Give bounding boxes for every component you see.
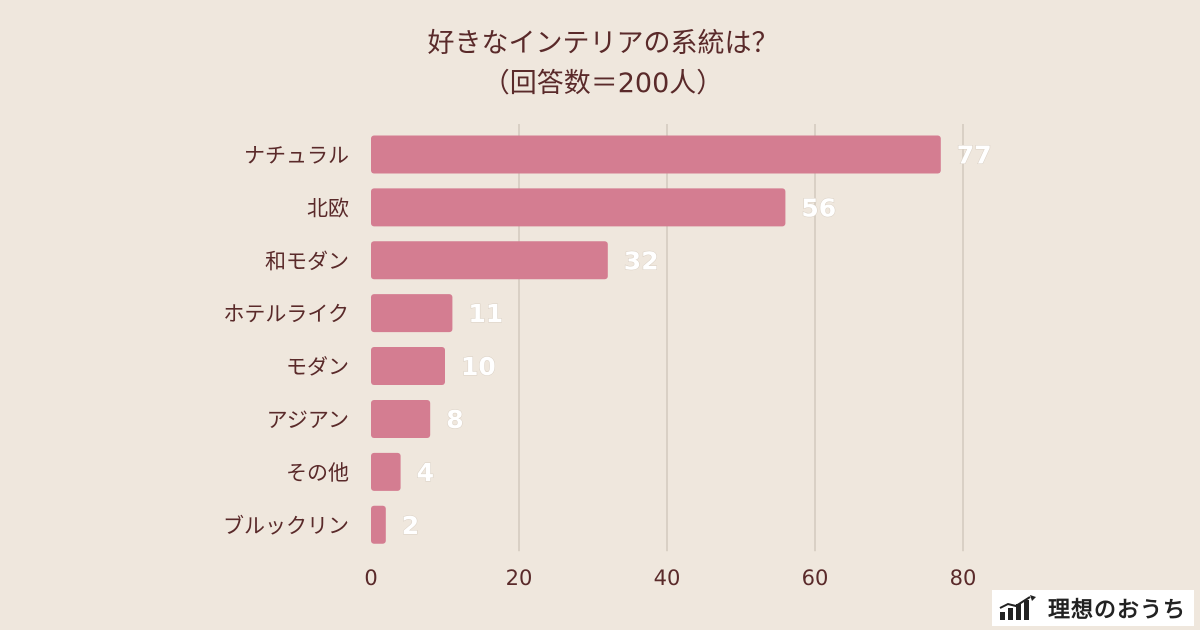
bar — [371, 505, 386, 544]
data-label: 56 — [801, 193, 836, 222]
bar — [371, 347, 445, 386]
category-label: ナチュラル — [244, 143, 349, 167]
category-label: モダン — [286, 355, 349, 379]
brand-name: 理想のおうち — [1047, 598, 1186, 623]
data-label: 4 — [417, 458, 434, 487]
data-label: 2 — [402, 511, 419, 540]
data-label: 8 — [446, 405, 463, 434]
data-labels: 77 56 32 11 10 84 2 — [401, 140, 992, 540]
category-label: ブルックリン — [223, 514, 349, 538]
data-label: 32 — [624, 246, 659, 275]
category-label: 北欧 — [307, 196, 349, 220]
brand-logo: 理想のおうち — [991, 590, 1194, 626]
bar — [371, 241, 608, 280]
category-label: 和モダン — [265, 249, 349, 273]
x-tick-label: 0 — [364, 566, 377, 590]
bar — [371, 135, 941, 174]
x-tick-label: 60 — [802, 566, 829, 590]
category-label: ホテルライク — [223, 302, 349, 326]
bar — [371, 294, 453, 333]
chart-subtitle: （回答数＝200人） — [483, 68, 724, 99]
x-tick-label: 20 — [506, 566, 533, 590]
data-label: 11 — [468, 299, 503, 328]
bar — [371, 399, 431, 438]
x-axis-ticks: 0 20 40 60 80 — [364, 566, 976, 590]
data-label: 77 — [957, 140, 992, 169]
bar — [371, 188, 786, 227]
category-label: アジアン — [267, 408, 349, 432]
bar — [371, 452, 401, 491]
category-label: その他 — [286, 461, 349, 485]
x-tick-label: 40 — [654, 566, 681, 590]
data-label: 10 — [461, 352, 496, 381]
x-tick-label: 80 — [950, 566, 977, 590]
chart-title: 好きなインテリアの系統は？ — [428, 28, 779, 59]
bars — [371, 135, 941, 544]
gridlines — [518, 124, 964, 552]
bar-chart-house-icon — [999, 595, 1036, 620]
